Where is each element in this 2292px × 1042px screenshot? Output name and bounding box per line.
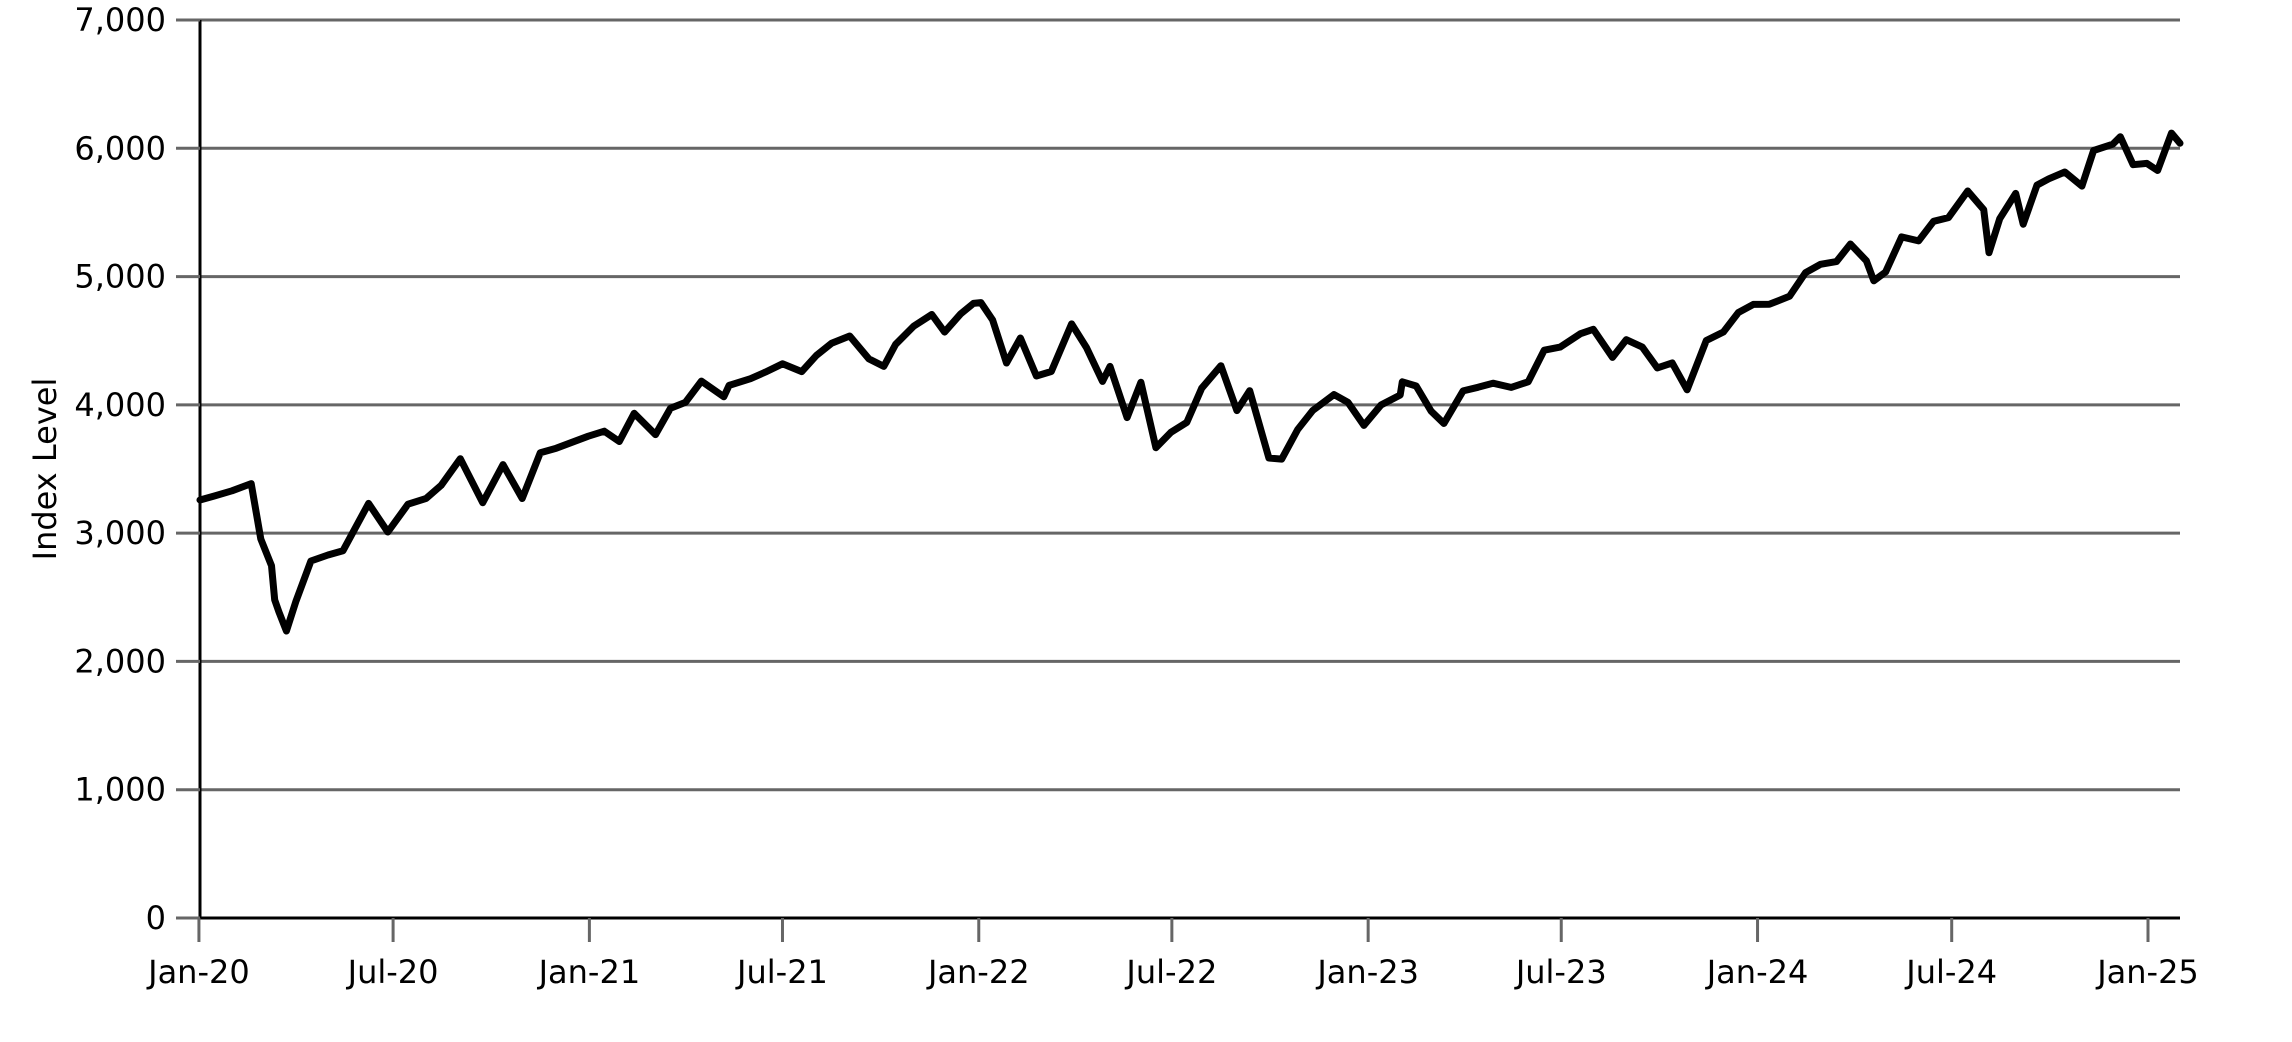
x-tick-label: Jul-20 [346, 953, 439, 991]
y-tick-label: 4,000 [74, 386, 166, 424]
y-tick-label: 3,000 [74, 514, 166, 552]
x-tick-label: Jan-22 [926, 953, 1030, 991]
y-axis-title: Index Level [26, 378, 64, 561]
y-tick-label: 7,000 [74, 1, 166, 39]
y-axis-ticks: 0 1,000 2,000 3,000 4,000 5,000 6,000 7,000 [74, 1, 200, 937]
series-line [196, 129, 2184, 635]
x-tick-label: Jan-23 [1315, 953, 1419, 991]
gridlines [200, 18, 2180, 792]
series-layer [196, 129, 2184, 635]
x-tick-label: Jul-23 [1514, 953, 1607, 991]
x-tick-label: Jan-20 [146, 953, 250, 991]
y-tick-label: 2,000 [74, 642, 166, 680]
y-tick-label: 0 [146, 899, 166, 937]
x-tick-label: Jul-22 [1124, 953, 1217, 991]
y-tick-label: 5,000 [74, 258, 166, 296]
x-axis-ticks: Jan-20 Jul-20 Jan-21 Jul-21 Jan-22 Jul-22 Jan-… [146, 918, 2199, 991]
x-tick-label: Jan-21 [537, 953, 641, 991]
x-tick-label: Jan-25 [2095, 953, 2199, 991]
x-tick-label: Jan-24 [1705, 953, 1809, 991]
x-tick-label: Jul-21 [735, 953, 828, 991]
axes [198, 20, 2180, 920]
y-tick-label: 6,000 [74, 129, 166, 167]
y-tick-label: 1,000 [74, 771, 166, 809]
x-tick-label: Jul-24 [1904, 953, 1997, 991]
